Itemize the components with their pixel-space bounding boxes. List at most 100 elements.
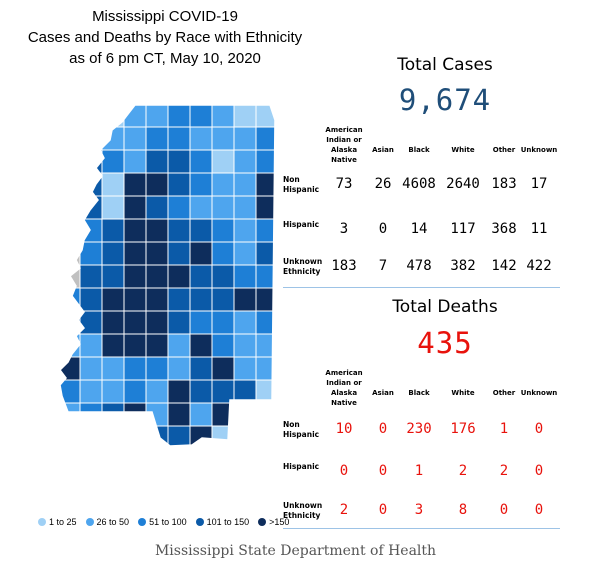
county-region (255, 264, 275, 289)
county-region (123, 356, 147, 381)
county-region (189, 402, 213, 427)
table-cell: 2 (458, 463, 468, 479)
county-region (60, 172, 81, 197)
county-region (101, 287, 125, 312)
table-cell: 0 (339, 463, 349, 479)
county-region (211, 356, 235, 381)
county-region (211, 264, 235, 289)
legend-dot-icon (258, 518, 267, 526)
county-region (101, 172, 125, 197)
title-line-3: as of 6 pm CT, May 10, 2020 (69, 50, 261, 67)
total-deaths-value: 435 (417, 326, 473, 360)
legend-label: 101 to 150 (206, 517, 250, 527)
table-cell: 73 (335, 176, 353, 192)
column-header: Asian (372, 146, 394, 154)
county-region (145, 333, 169, 358)
column-header: Asian (372, 389, 394, 397)
legend-item: 101 to 150 (195, 517, 250, 527)
county-region (145, 402, 169, 427)
county-region (211, 172, 235, 197)
total-cases-value: 9,674 (398, 83, 492, 117)
legend-item: >150 (258, 517, 289, 527)
county-region (233, 105, 257, 128)
row-label: Unknown Ethnicity (283, 257, 323, 276)
county-region (145, 264, 169, 289)
table-cell: 7 (378, 258, 388, 274)
mississippi-county-map (59, 104, 276, 447)
table-cell: 1 (499, 421, 509, 437)
county-region (167, 356, 191, 381)
title-line-2: Cases and Deaths by Race with Ethnicity (27, 29, 303, 46)
county-region (145, 356, 169, 381)
chart-title: Mississippi COVID-19 Cases and Deaths by… (20, 6, 310, 69)
county-region (145, 241, 169, 266)
county-region (145, 105, 169, 128)
county-region (233, 172, 257, 197)
county-region (233, 126, 257, 151)
county-region (233, 241, 257, 266)
column-header: Black (408, 389, 430, 397)
legend-item: 1 to 25 (38, 517, 77, 527)
legend-dot-icon (138, 518, 147, 526)
county-region (167, 105, 191, 128)
column-header: Black (408, 146, 430, 154)
county-region (189, 310, 213, 335)
county-region (167, 379, 191, 404)
row-label: Hispanic (283, 220, 320, 229)
county-region (167, 310, 191, 335)
county-region (233, 149, 257, 174)
county-region (211, 402, 235, 427)
county-region (167, 195, 191, 220)
table-cell: 0 (499, 502, 509, 518)
row-label: Non Hispanic (283, 175, 320, 194)
table-cell: 2 (499, 463, 509, 479)
table-cell: 2640 (446, 176, 480, 192)
table-cell: 183 (331, 258, 357, 274)
county-region (189, 172, 213, 197)
table-cell: 142 (491, 258, 517, 274)
total-deaths-title: Total Deaths (392, 297, 498, 317)
legend-dot-icon (195, 518, 204, 526)
deaths-table: American Indian or Alaska Native Asian Bla… (283, 368, 563, 528)
county-region (189, 105, 213, 128)
table-cell: 176 (450, 421, 476, 437)
legend-label: 51 to 100 (149, 517, 187, 527)
county-region (101, 195, 125, 220)
table-cell: 17 (530, 176, 548, 192)
county-region (79, 287, 103, 312)
county-region (60, 149, 81, 174)
table-cell: 478 (406, 258, 432, 274)
county-region (189, 264, 213, 289)
county-region (60, 264, 81, 289)
county-region (211, 287, 235, 312)
legend-label: 1 to 25 (49, 517, 77, 527)
cases-table: American Indian or Alaska Native Asian Bla… (283, 125, 563, 280)
table-cell: 26 (374, 176, 392, 192)
county-region (233, 310, 257, 335)
legend-label: >150 (269, 517, 290, 527)
table-cell: 1 (414, 463, 424, 479)
table-cell: 0 (378, 221, 388, 237)
county-region (211, 310, 235, 335)
county-region (255, 287, 275, 312)
county-region (211, 149, 235, 174)
legend-item: 26 to 50 (85, 517, 129, 527)
table-cell: 3 (339, 221, 349, 237)
county-region (101, 333, 125, 358)
column-header: Unknown (520, 389, 558, 397)
county-region (60, 287, 81, 312)
column-header: Unknown (520, 146, 558, 154)
county-region (145, 126, 169, 151)
county-region (189, 126, 213, 151)
row-label: Non Hispanic (283, 420, 320, 439)
row-label: Unknown Ethnicity (283, 501, 323, 520)
county-region (255, 218, 275, 243)
county-region (145, 172, 169, 197)
row-label: Hispanic (283, 462, 320, 471)
table-cell: 10 (335, 421, 353, 437)
county-region (79, 402, 103, 427)
county-region (123, 241, 147, 266)
county-region (167, 264, 191, 289)
county-region (60, 126, 81, 151)
table-cell: 368 (491, 221, 517, 237)
